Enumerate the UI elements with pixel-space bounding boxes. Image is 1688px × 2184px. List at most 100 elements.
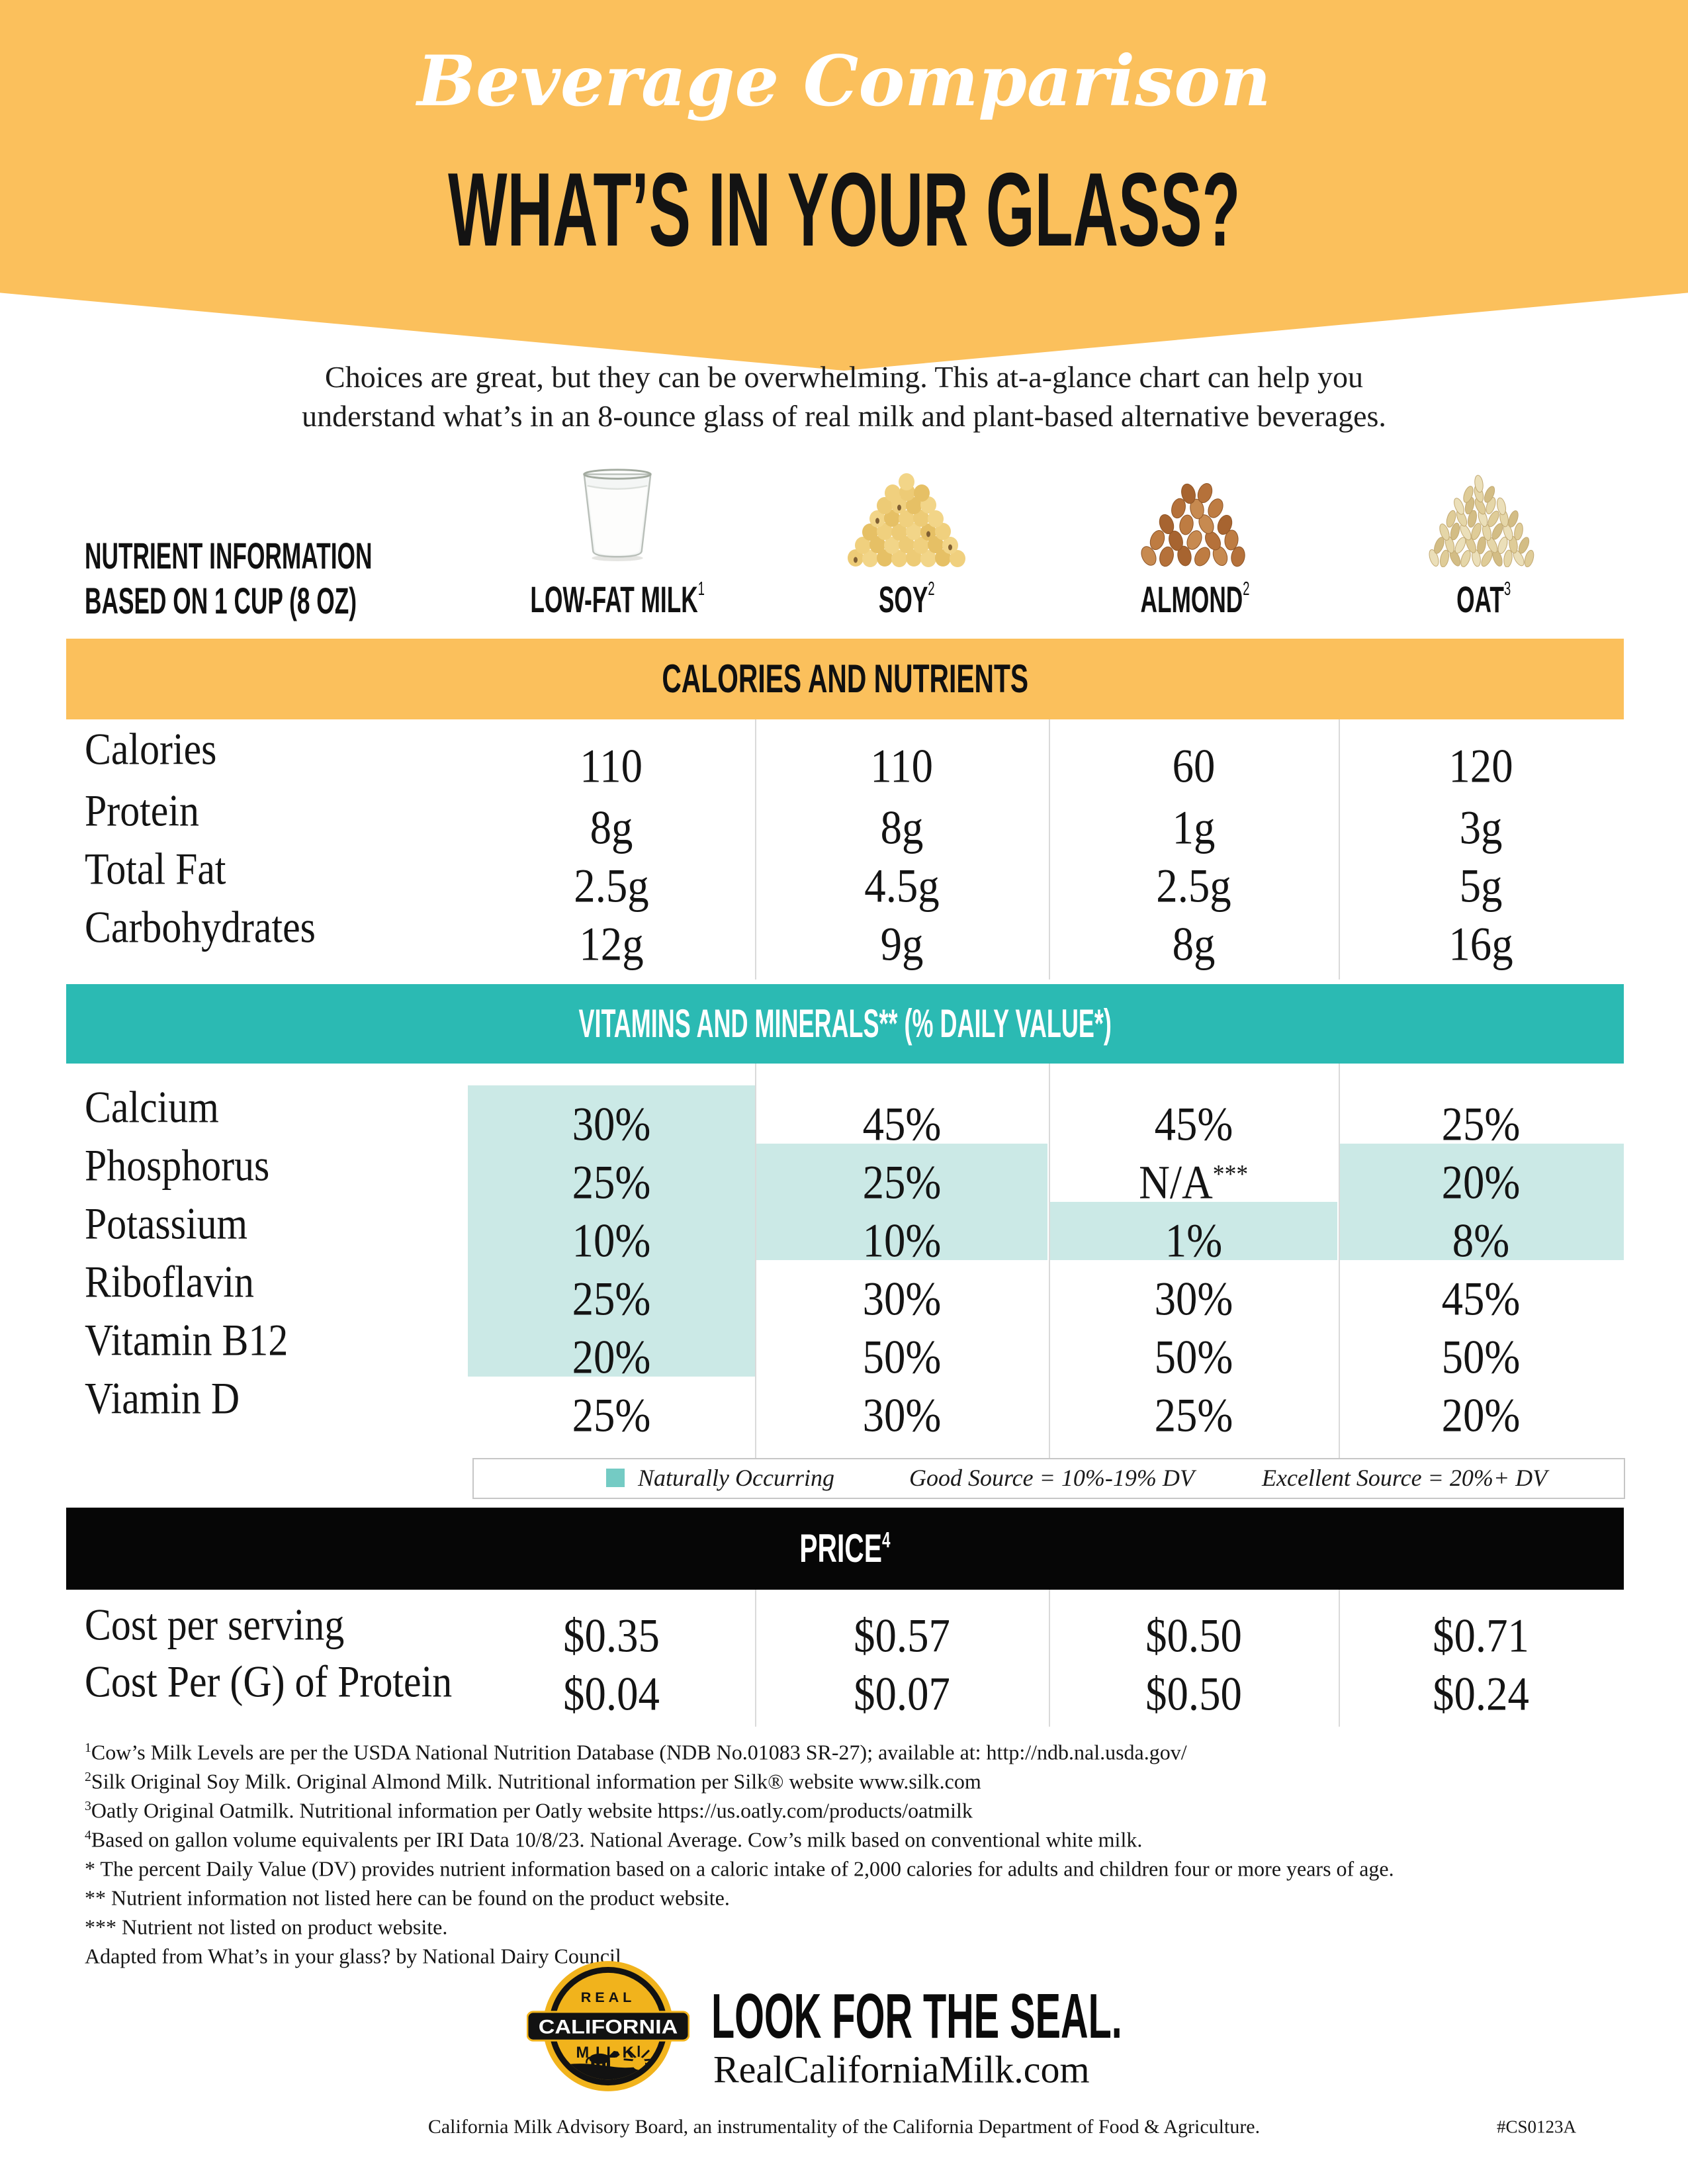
cell-phosphorus-soy: 25% [862, 1156, 942, 1209]
highlight-soy-naturally-occurring [756, 1144, 1047, 1260]
main-title: WHAT’S IN YOUR GLASS? [0, 158, 1688, 262]
almonds-pile-image [1141, 482, 1245, 567]
row-label-potassium: Potassium [85, 1198, 248, 1249]
footnote-4: 4Based on gallon volume equivalents per … [85, 1827, 1143, 1852]
column-header-soy: SOY2 [878, 578, 935, 620]
script-title: Beverage Comparison [417, 40, 1271, 122]
row-label-cost-per-g-protein: Cost Per (G) of Protein [85, 1656, 453, 1707]
cell-fat-oat: 5g [1459, 859, 1503, 913]
row-label-vitamin-b12: Vitamin B12 [85, 1314, 289, 1365]
legend-good-source: Good Source = 10%-19% DV [909, 1465, 1194, 1491]
column-divider [755, 719, 756, 979]
cell-carbs-soy: 9g [880, 917, 924, 971]
legend-naturally-occurring: Naturally Occurring [638, 1465, 834, 1491]
cell-protein-almond: 1g [1172, 801, 1216, 854]
soybeans-pile-image [848, 473, 965, 567]
column-divider [1339, 1590, 1340, 1727]
column-divider [1049, 1064, 1050, 1458]
real-california-milk-url: RealCaliforniaMilk.com [713, 2048, 1090, 2091]
calories-section-banner: CALORIES AND NUTRIENTS [66, 639, 1624, 719]
row-label-riboflavin: Riboflavin [85, 1256, 254, 1307]
cell-vitd-milk: 25% [572, 1388, 651, 1442]
cell-calcium-soy: 45% [862, 1097, 942, 1151]
cell-fat-almond: 2.5g [1156, 859, 1231, 913]
footnote-3: 3Oatly Original Oatmilk. Nutritional inf… [85, 1798, 973, 1823]
cell-carbs-milk: 12g [579, 917, 644, 971]
seal-milk-text: MILK [576, 2044, 640, 2062]
footnote-adapted-from: Adapted from What’s in your glass? by Na… [85, 1944, 621, 1968]
hero-banner [0, 0, 1688, 371]
cell-calories-soy: 110 [870, 739, 934, 793]
oats-pile-image [1429, 475, 1534, 567]
cell-riboflavin-almond: 30% [1154, 1272, 1233, 1326]
legend-box [472, 1458, 1625, 1499]
legend-excellent-source: Excellent Source = 20%+ DV [1262, 1465, 1548, 1491]
seal-real-text: REAL [581, 1989, 635, 2005]
row-label-carbohydrates: Carbohydrates [85, 901, 316, 952]
column-header-almond: ALMOND2 [1140, 578, 1250, 620]
column-divider [1339, 719, 1340, 979]
footnote-double-asterisk: ** Nutrient information not listed here … [85, 1886, 730, 1910]
row-label-vitamin-d: Viamin D [85, 1373, 240, 1424]
cell-phosphorus-oat: 20% [1441, 1156, 1521, 1209]
cell-b12-soy: 50% [862, 1330, 942, 1384]
milk-glass-image [583, 469, 652, 562]
cell-fat-soy: 4.5g [864, 859, 940, 913]
cell-cost-serving-soy: $0.57 [854, 1609, 950, 1662]
disclaimer-text: California Milk Advisory Board, an instr… [427, 2116, 1261, 2138]
document-code: #CS0123A [1496, 2116, 1576, 2137]
cell-protein-milk: 8g [590, 801, 633, 854]
column-divider [755, 1590, 756, 1727]
column-divider [755, 1064, 756, 1458]
footnote-1: 1Cow’s Milk Levels are per the USDA Nati… [85, 1740, 1187, 1764]
column-header-oat: OAT3 [1456, 578, 1511, 620]
row-label-total-fat: Total Fat [85, 843, 226, 894]
cell-potassium-soy: 10% [862, 1214, 942, 1267]
column-divider [1049, 1590, 1050, 1727]
cell-cost-protein-soy: $0.07 [854, 1667, 950, 1721]
row-label-protein: Protein [85, 785, 199, 836]
cell-potassium-milk: 10% [572, 1214, 651, 1267]
cell-vitd-oat: 20% [1441, 1388, 1521, 1442]
nutrient-info-heading-line2: BASED ON 1 CUP (8 OZ) [85, 580, 357, 621]
cell-vitd-almond: 25% [1154, 1388, 1233, 1442]
cell-protein-oat: 3g [1459, 801, 1503, 854]
seal-california-text: CALIFORNIA [539, 2016, 678, 2038]
cell-phosphorus-milk: 25% [572, 1156, 651, 1209]
cell-calcium-oat: 25% [1441, 1097, 1521, 1151]
cell-b12-milk: 20% [572, 1330, 651, 1384]
footnote-triple-asterisk: *** Nutrient not listed on product websi… [85, 1915, 448, 1939]
cell-cost-protein-almond: $0.50 [1145, 1667, 1242, 1721]
footnote-dv: * The percent Daily Value (DV) provides … [85, 1856, 1394, 1881]
cell-calcium-milk: 30% [572, 1097, 651, 1151]
cell-potassium-oat: 8% [1452, 1214, 1510, 1267]
highlight-milk-naturally-occurring [468, 1085, 755, 1377]
highlight-oat-naturally-occurring [1340, 1144, 1624, 1260]
row-label-calories: Calories [85, 723, 217, 774]
cell-riboflavin-oat: 45% [1441, 1272, 1521, 1326]
look-for-the-seal-heading: LOOK FOR THE SEAL. [711, 1981, 1122, 2052]
cell-vitd-soy: 30% [862, 1388, 942, 1442]
cell-riboflavin-soy: 30% [862, 1272, 942, 1326]
row-label-phosphorus: Phosphorus [85, 1140, 270, 1191]
vitamins-section-banner: VITAMINS AND MINERALS** (% DAILY VALUE*) [66, 984, 1624, 1064]
price-section-banner: PRICE4 [66, 1508, 1624, 1590]
cell-protein-soy: 8g [880, 801, 924, 854]
cell-riboflavin-milk: 25% [572, 1272, 651, 1326]
cell-cost-serving-milk: $0.35 [563, 1609, 660, 1662]
cell-calories-almond: 60 [1172, 739, 1216, 793]
cell-cost-serving-almond: $0.50 [1145, 1609, 1242, 1662]
intro-line-2: understand what’s in an 8-ounce glass of… [302, 399, 1386, 433]
cell-calcium-almond: 45% [1154, 1097, 1233, 1151]
nutrient-info-heading-line1: NUTRIENT INFORMATION [85, 535, 373, 576]
column-header-milk: LOW-FAT MILK1 [530, 578, 705, 620]
intro-paragraph: Choices are great, but they can be overw… [0, 357, 1688, 435]
cell-b12-almond: 50% [1154, 1330, 1233, 1384]
row-label-cost-per-serving: Cost per serving [85, 1599, 345, 1650]
cell-carbs-almond: 8g [1172, 917, 1216, 971]
footnote-2: 2Silk Original Soy Milk. Original Almond… [85, 1769, 981, 1794]
cell-calories-milk: 110 [580, 739, 643, 793]
main-title-text: WHAT’S IN YOUR GLASS? [447, 152, 1241, 268]
cell-cost-protein-milk: $0.04 [563, 1667, 660, 1721]
